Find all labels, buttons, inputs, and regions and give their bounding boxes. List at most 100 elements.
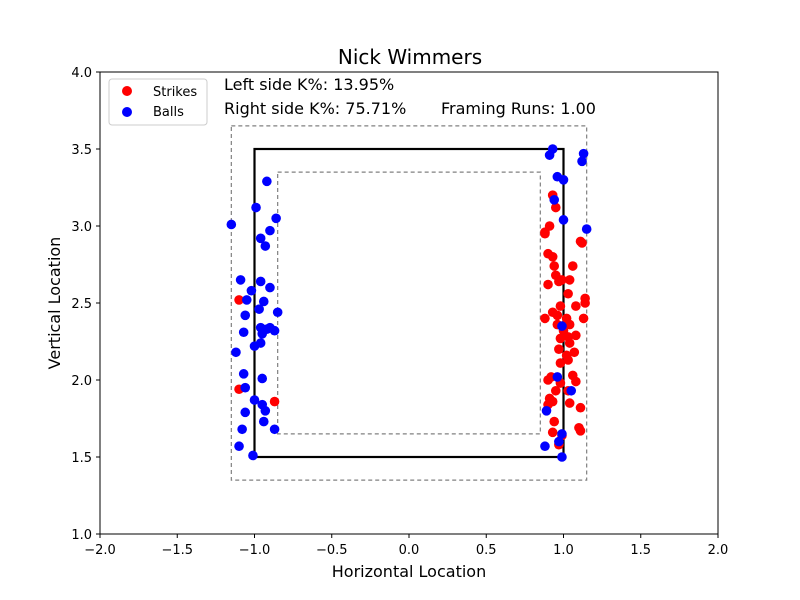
legend-marker-balls <box>122 107 132 117</box>
legend-box <box>108 78 208 126</box>
strikes-point <box>575 426 586 436</box>
strikes-point <box>554 344 564 355</box>
balls-point <box>254 304 264 314</box>
y-tick-label: 1.0 <box>71 528 92 543</box>
balls-point <box>265 282 275 293</box>
balls-point <box>544 150 555 160</box>
strikes-point <box>563 288 573 299</box>
balls-point <box>554 436 564 447</box>
x-tick-label: 2.0 <box>708 543 729 558</box>
strikes-point <box>540 228 550 239</box>
strikes-point <box>571 330 581 341</box>
left-k-annotation: Left side K%: 13.95% <box>224 75 394 94</box>
balls-point <box>271 213 281 224</box>
balls-point <box>226 219 237 230</box>
strikes-point <box>564 338 575 348</box>
balls-point <box>581 224 592 234</box>
x-axis-ticks: −2.0 −1.5 −1.0 −0.5 0.0 0.5 1.0 1.5 2.0 <box>84 534 728 558</box>
balls-point <box>549 195 560 205</box>
balls-point <box>558 215 569 225</box>
balls-point <box>541 406 552 416</box>
strikes-point <box>550 385 561 396</box>
strikes-point <box>549 416 560 427</box>
strikes-point <box>564 319 575 330</box>
balls-point <box>240 407 251 418</box>
strikes-point <box>577 238 587 248</box>
balls-point <box>262 176 272 187</box>
balls-point <box>237 424 247 435</box>
balls-point <box>238 327 249 338</box>
y-tick-label: 1.5 <box>71 451 92 466</box>
balls-point <box>238 369 249 379</box>
balls-point <box>249 341 260 351</box>
balls-point <box>251 202 261 213</box>
strikes-point <box>563 355 573 365</box>
x-tick-label: −1.5 <box>161 543 193 558</box>
x-tick-label: 0.5 <box>476 543 497 558</box>
strikes-point <box>555 358 566 368</box>
strikes-point <box>557 275 567 285</box>
strikes-point <box>564 398 575 408</box>
balls-point <box>269 325 280 336</box>
balls-point <box>234 441 244 452</box>
right-k-annotation: Right side K%: 75.71% <box>224 99 406 118</box>
balls-point <box>552 372 563 382</box>
strikes-point <box>555 301 566 311</box>
y-tick-label: 3.5 <box>71 143 92 158</box>
balls-point <box>578 148 589 159</box>
strikes-point <box>544 221 555 231</box>
x-tick-label: 1.5 <box>630 543 651 558</box>
x-axis-label: Horizontal Location <box>332 562 486 581</box>
strikes-point <box>564 275 575 285</box>
strikes-point <box>578 313 589 324</box>
legend-label-balls: Balls <box>153 105 184 120</box>
balls-point <box>558 175 569 185</box>
legend-marker-strikes <box>122 86 132 96</box>
balls-point <box>265 225 275 236</box>
balls-point <box>257 329 268 339</box>
y-tick-label: 4.0 <box>71 66 92 81</box>
balls-point <box>255 276 266 287</box>
balls-point <box>557 429 567 439</box>
strikes-point <box>540 313 550 324</box>
strikes-point <box>569 347 580 358</box>
balls-point <box>240 310 251 321</box>
legend: Strikes Balls <box>108 78 208 126</box>
strikes-point <box>580 293 590 304</box>
balls-point <box>241 295 252 305</box>
y-tick-label: 2.5 <box>71 297 92 312</box>
balls-point <box>557 321 567 331</box>
x-tick-label: −2.0 <box>84 543 116 558</box>
x-tick-label: −0.5 <box>316 543 348 558</box>
strikes-point <box>543 375 553 385</box>
balls-point <box>557 452 567 462</box>
balls-point <box>269 424 280 435</box>
balls-point <box>231 347 241 358</box>
x-tick-label: 1.0 <box>553 543 574 558</box>
strikes-point <box>543 279 553 290</box>
y-axis-ticks: 1.0 1.5 2.0 2.5 3.0 3.5 4.0 <box>71 66 100 543</box>
balls-point <box>272 307 283 318</box>
x-tick-label: −1.0 <box>239 543 271 558</box>
strikes-point <box>552 310 563 321</box>
balls-point <box>248 450 258 461</box>
balls-point <box>240 382 251 393</box>
balls-point <box>258 416 269 427</box>
balls-point <box>260 406 271 416</box>
balls-point <box>258 296 269 307</box>
inner-zone-rect <box>277 171 541 435</box>
strikes-point <box>550 202 561 213</box>
strikes-point <box>571 301 581 311</box>
balls-point <box>257 373 268 384</box>
legend-label-strikes: Strikes <box>153 85 197 100</box>
strikes-point <box>234 295 244 305</box>
balls-point <box>246 285 257 296</box>
x-tick-label: 0.0 <box>399 543 420 558</box>
y-axis-label: Vertical Location <box>45 237 64 370</box>
balls-point <box>235 275 246 285</box>
strikes-point <box>571 376 581 387</box>
strikes-point <box>549 261 560 271</box>
balls-point <box>577 156 587 167</box>
balls-point <box>566 385 577 396</box>
